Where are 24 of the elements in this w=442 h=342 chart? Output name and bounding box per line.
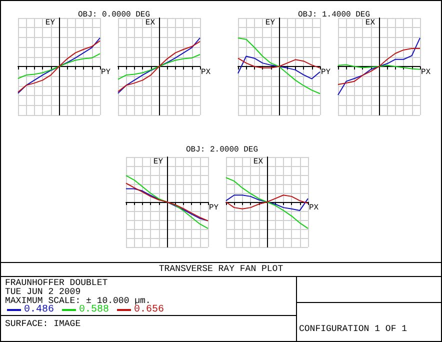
text: TRANSVERSE RAY FAN PLOT [158,264,284,274]
text: FRAUNHOFFER DOUBLET [5,278,108,288]
x-axis-title: PY [101,68,111,77]
x-axis-title: PY [209,204,219,212]
x-axis-title: PX [201,68,211,77]
legend-label: 0.588 [79,304,110,316]
chart-title: OBJ: 0.0000 DEG [78,10,150,20]
chart-title: OBJ: 2.0000 DEG [186,146,258,154]
chart-title: OBJ: 1.4000 DEG [298,10,370,20]
y-axis-title: EY [153,158,164,166]
text: CONFIGURATION 1 OF 1 [299,324,408,334]
x-axis-title: PY [321,68,331,77]
text: SURFACE: IMAGE [5,319,81,329]
text: MAXIMUM SCALE: ± 10.000 µm. [5,296,151,306]
x-axis-title: PX [309,204,319,212]
x-axis-title: PX [421,68,431,77]
legend-label: 0.656 [134,304,164,316]
y-axis-title: EX [253,158,264,166]
y-axis-title: EX [145,18,156,28]
y-axis-title: EY [265,18,276,28]
text: TUE JUN 2 2009 [5,287,81,297]
y-axis-title: EX [365,18,376,28]
y-axis-title: EY [45,18,56,28]
legend-label: 0.486 [24,304,54,316]
